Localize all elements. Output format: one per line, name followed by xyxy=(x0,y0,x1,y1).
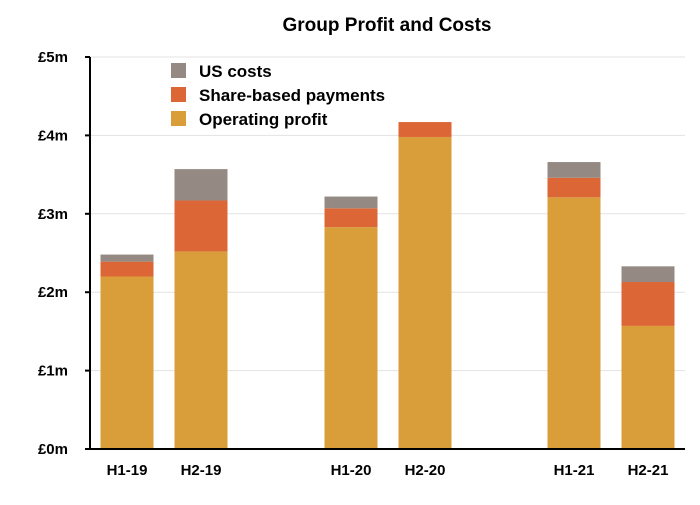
legend: US costs Share-based payments Operating pr… xyxy=(171,62,385,129)
legend-swatch xyxy=(171,87,186,102)
chart-title: Group Profit and Costs xyxy=(283,15,492,36)
y-tick-label: £0m xyxy=(38,441,68,458)
bar-segment-us-costs-h1-21 xyxy=(547,162,601,178)
x-tick-label: H2-21 xyxy=(628,462,669,479)
bar-segment-share-based-payments-h2-21 xyxy=(621,282,675,326)
legend-swatch xyxy=(171,63,186,78)
bar-segment-share-based-payments-h2-20 xyxy=(398,122,452,137)
bar-segment-share-based-payments-h2-19 xyxy=(174,200,228,252)
y-tick-label: £2m xyxy=(38,284,68,301)
axes xyxy=(85,56,685,450)
x-tick-label: H2-19 xyxy=(181,462,222,479)
y-tick-label: £5m xyxy=(38,49,68,66)
x-tick-label: H1-20 xyxy=(331,462,372,479)
y-tick-label: £1m xyxy=(38,363,68,380)
legend-label: US costs xyxy=(199,62,272,81)
bar-segment-operating-profit-h2-21 xyxy=(621,325,675,449)
bar-segment-us-costs-h2-21 xyxy=(621,266,675,283)
bar-segment-share-based-payments-h1-19 xyxy=(100,261,154,277)
legend-label: Share-based payments xyxy=(199,86,385,105)
bars xyxy=(100,122,675,449)
bar-segment-share-based-payments-h1-21 xyxy=(547,177,601,198)
bar-segment-operating-profit-h1-21 xyxy=(547,197,601,449)
bar-segment-operating-profit-h2-20 xyxy=(398,136,452,449)
bar-segment-operating-profit-h1-20 xyxy=(324,227,378,449)
x-tick-label: H1-19 xyxy=(107,462,148,479)
legend-swatch xyxy=(171,111,186,126)
y-tick-label: £4m xyxy=(38,127,68,144)
bar-segment-us-costs-h2-19 xyxy=(174,169,228,201)
bar-segment-operating-profit-h1-19 xyxy=(100,276,154,449)
bar-segment-us-costs-h1-20 xyxy=(324,196,378,209)
y-tick-label: £3m xyxy=(38,206,68,223)
x-tick-labels: H1-19 H2-19 H1-20 H2-20 H1-21 H2-21 xyxy=(107,462,669,479)
bar-segment-us-costs-h1-19 xyxy=(100,254,154,262)
bar-segment-share-based-payments-h1-20 xyxy=(324,208,378,228)
bar-segment-operating-profit-h2-19 xyxy=(174,251,228,449)
y-tick-labels: £0m £1m £2m £3m £4m £5m xyxy=(38,49,68,458)
x-tick-label: H1-21 xyxy=(554,462,595,479)
legend-label: Operating profit xyxy=(199,110,328,129)
x-tick-label: H2-20 xyxy=(405,462,446,479)
